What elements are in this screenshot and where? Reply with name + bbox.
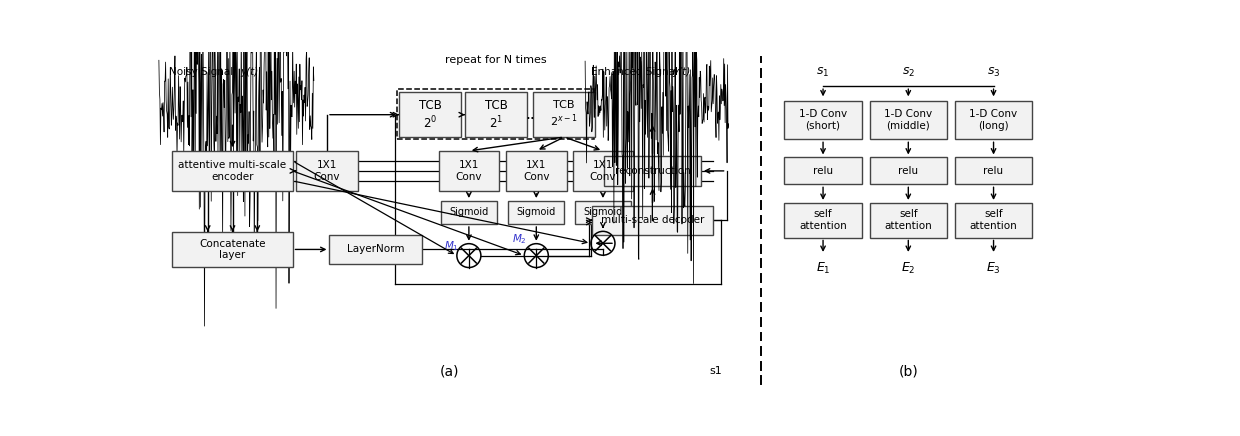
FancyBboxPatch shape (506, 151, 567, 191)
Text: y(t): y(t) (672, 67, 691, 77)
Text: repeat for N times: repeat for N times (445, 55, 547, 65)
Text: 1X1
Conv: 1X1 Conv (455, 160, 482, 182)
FancyBboxPatch shape (465, 92, 527, 137)
Text: multi-scale decoder: multi-scale decoder (601, 215, 704, 225)
Text: y(t): y(t) (241, 67, 258, 77)
Text: $E_3$: $E_3$ (986, 261, 1001, 276)
FancyBboxPatch shape (955, 101, 1033, 140)
FancyBboxPatch shape (296, 151, 358, 191)
FancyBboxPatch shape (955, 203, 1033, 238)
Text: TCB
$2^1$: TCB $2^1$ (485, 99, 507, 131)
FancyBboxPatch shape (869, 203, 947, 238)
Text: Sigmoid: Sigmoid (449, 208, 489, 218)
FancyBboxPatch shape (533, 92, 595, 137)
Text: 1X1
Conv: 1X1 Conv (523, 160, 549, 182)
Text: (a): (a) (440, 364, 459, 378)
Text: Enhanced Signal: Enhanced Signal (590, 67, 681, 77)
FancyBboxPatch shape (593, 205, 713, 235)
Text: Sigmoid: Sigmoid (583, 208, 622, 218)
Text: 1X1
Conv: 1X1 Conv (314, 160, 340, 182)
FancyBboxPatch shape (172, 232, 293, 267)
Text: Concatenate
layer: Concatenate layer (200, 238, 265, 260)
FancyBboxPatch shape (439, 151, 498, 191)
FancyBboxPatch shape (955, 157, 1033, 184)
Text: 1-D Conv
(long): 1-D Conv (long) (970, 109, 1018, 131)
FancyBboxPatch shape (573, 151, 634, 191)
FancyBboxPatch shape (399, 92, 461, 137)
Text: LayerNorm: LayerNorm (347, 245, 404, 255)
Text: (b): (b) (899, 364, 918, 378)
Text: $E_2$: $E_2$ (901, 261, 915, 276)
FancyBboxPatch shape (869, 157, 947, 184)
Text: 1X1
Conv: 1X1 Conv (590, 160, 616, 182)
Text: Noisy Signal: Noisy Signal (169, 67, 237, 77)
FancyBboxPatch shape (784, 157, 862, 184)
FancyBboxPatch shape (869, 101, 947, 140)
FancyBboxPatch shape (172, 151, 293, 191)
Text: relu: relu (898, 166, 919, 176)
FancyBboxPatch shape (575, 201, 631, 224)
Text: $M_1$: $M_1$ (444, 239, 459, 253)
Text: $s_2$: $s_2$ (901, 66, 915, 79)
FancyBboxPatch shape (330, 235, 423, 264)
Text: $M_2$: $M_2$ (511, 232, 526, 245)
Text: self
attention: self attention (884, 209, 932, 231)
Text: self
attention: self attention (970, 209, 1018, 231)
Text: TCB
$2^{x-1}$: TCB $2^{x-1}$ (551, 100, 578, 129)
Text: 1-D Conv
(short): 1-D Conv (short) (799, 109, 847, 131)
Text: attentive multi-scale
encoder: attentive multi-scale encoder (179, 160, 286, 182)
Text: $M_3$: $M_3$ (599, 216, 614, 230)
Text: reconstruction: reconstruction (615, 166, 691, 176)
Text: TCB
$2^0$: TCB $2^0$ (419, 99, 441, 131)
FancyBboxPatch shape (604, 156, 701, 186)
Text: ..: .. (526, 107, 534, 122)
FancyBboxPatch shape (784, 101, 862, 140)
Text: relu: relu (983, 166, 1003, 176)
FancyBboxPatch shape (441, 201, 497, 224)
Text: s1: s1 (709, 366, 722, 376)
Text: self
attention: self attention (799, 209, 847, 231)
Text: $s_1$: $s_1$ (816, 66, 830, 79)
FancyBboxPatch shape (784, 203, 862, 238)
Text: $s_3$: $s_3$ (987, 66, 1001, 79)
Text: $E_1$: $E_1$ (816, 261, 831, 276)
Text: Sigmoid: Sigmoid (517, 208, 556, 218)
Text: relu: relu (813, 166, 833, 176)
Text: 1-D Conv
(middle): 1-D Conv (middle) (884, 109, 932, 131)
FancyBboxPatch shape (508, 201, 564, 224)
